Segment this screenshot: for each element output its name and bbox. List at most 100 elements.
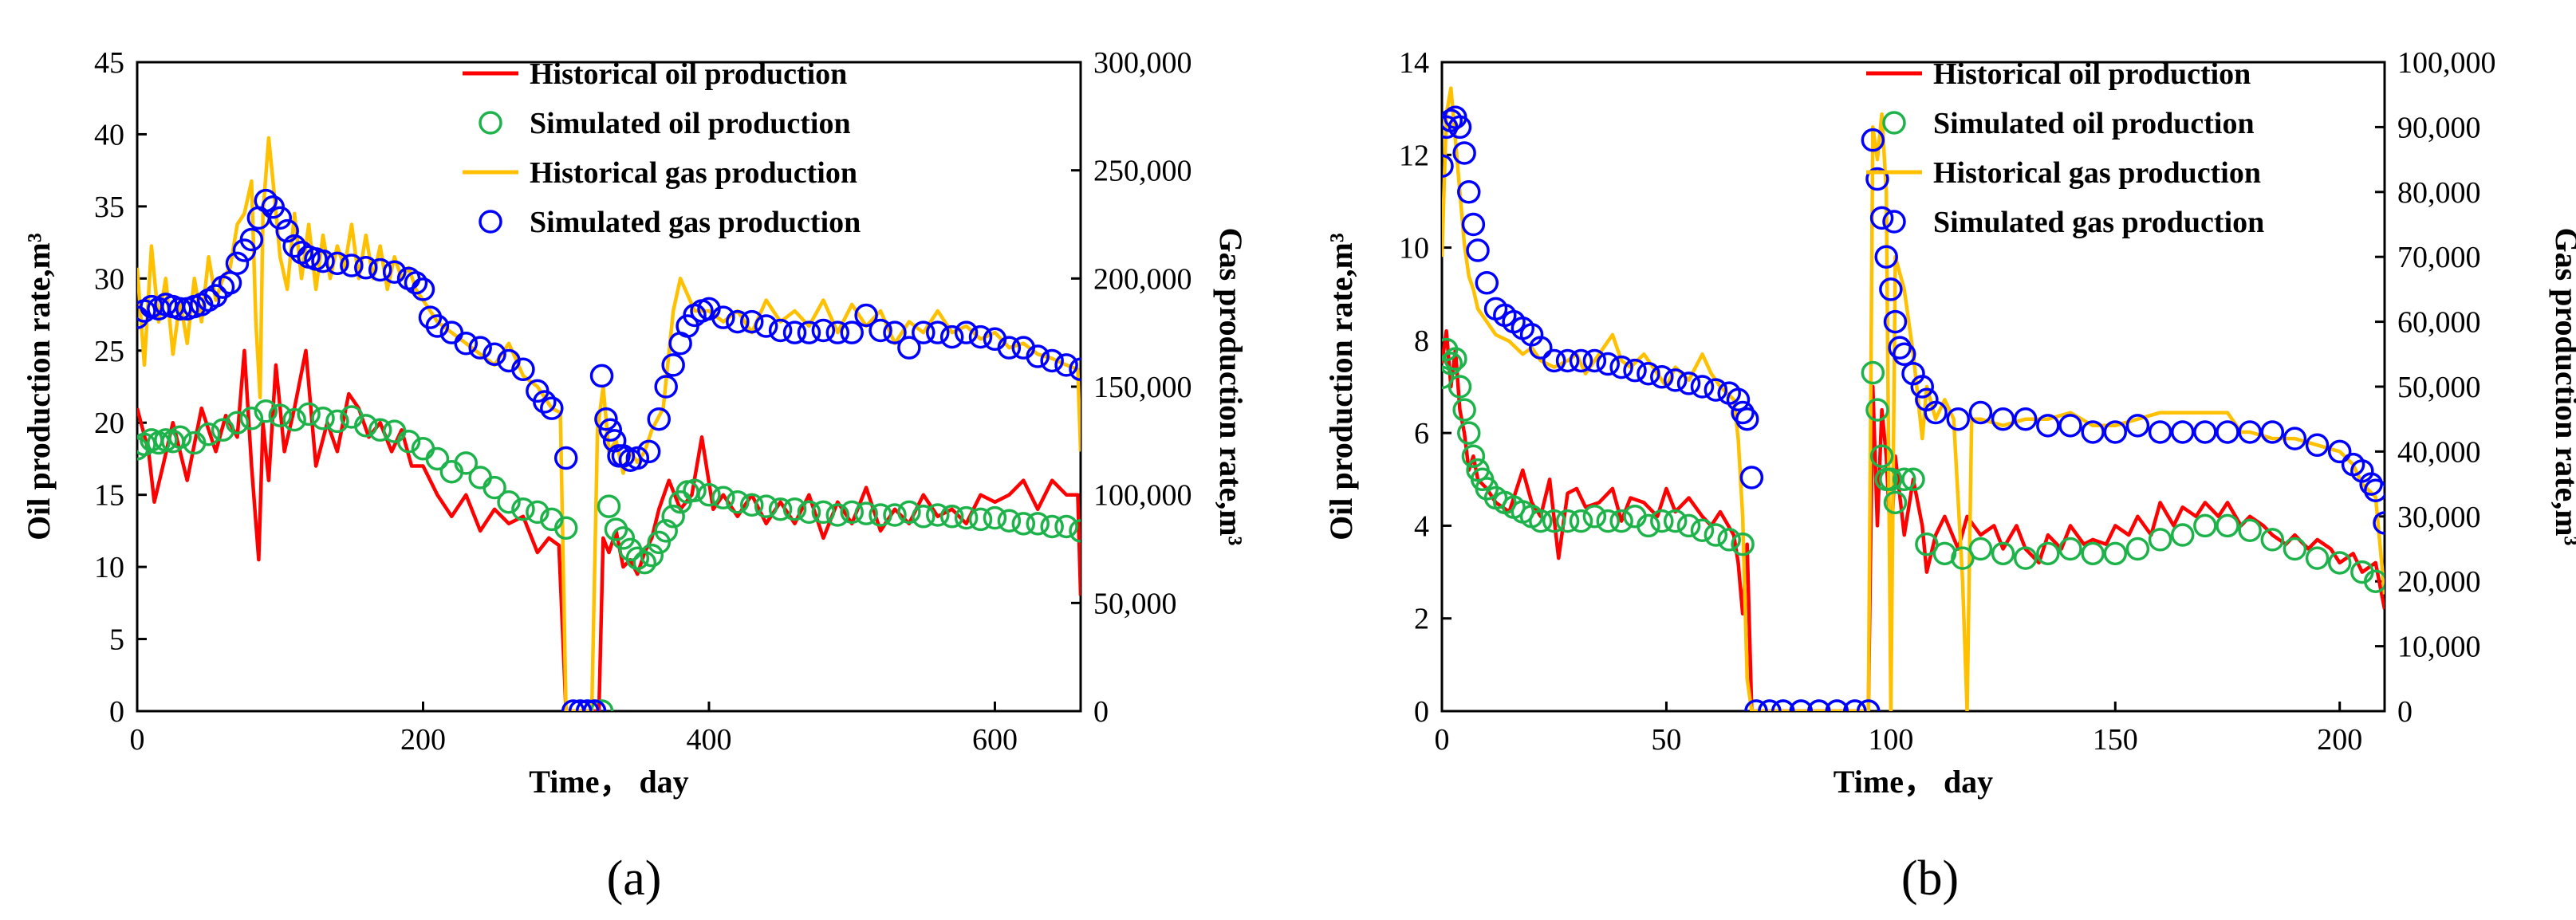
data-point	[1011, 512, 1036, 536]
data-point	[997, 509, 1022, 533]
data-point	[2081, 541, 2105, 566]
data-point	[1444, 347, 1467, 371]
data-point	[1892, 342, 1916, 367]
data-point	[647, 530, 671, 555]
data-point	[196, 422, 221, 446]
panel-label-a: (a)	[607, 851, 662, 906]
data-point	[2013, 546, 2038, 570]
data-point	[225, 251, 250, 276]
data-point	[968, 507, 993, 532]
data-point	[1731, 400, 1755, 425]
data-point	[1807, 699, 1831, 711]
data-point	[1026, 344, 1050, 368]
data-point	[282, 407, 306, 432]
data-point	[468, 336, 492, 360]
data-point	[661, 353, 685, 377]
data-point	[782, 320, 807, 344]
y2-tick-label: 0	[2397, 695, 2413, 729]
data-point	[683, 478, 707, 502]
data-point	[568, 699, 593, 711]
data-point	[2193, 513, 2217, 538]
y-tick-label: 25	[94, 335, 124, 368]
data-point	[168, 297, 192, 321]
data-point	[2013, 407, 2038, 431]
legend: Historical oil production Simulated oil p…	[463, 57, 861, 239]
data-point	[1825, 699, 1849, 711]
data-point	[2058, 414, 2082, 438]
data-point	[2359, 472, 2383, 496]
data-point	[611, 526, 636, 550]
y2-tick-label: 90,000	[2397, 111, 2481, 144]
data-point	[636, 439, 661, 464]
data-point	[589, 699, 614, 711]
data-point	[2238, 420, 2262, 444]
chart-panel-a: 0 5 10 15 20 25 30 35 40 45 0 50,000 100,000 150,000 2…	[21, 46, 1249, 800]
data-point	[2363, 478, 2385, 502]
data-point	[1869, 444, 1894, 468]
data-point	[1529, 336, 1553, 360]
data-point	[654, 519, 678, 543]
y2-tick-label: 100,000	[2397, 46, 2496, 80]
data-point	[454, 331, 479, 356]
data-point	[1609, 355, 1633, 379]
data-point	[1924, 400, 1948, 425]
data-point	[2148, 528, 2172, 552]
data-point	[912, 320, 935, 344]
series-circle-3	[1442, 105, 2385, 711]
data-point	[1704, 378, 1728, 402]
data-point	[1968, 400, 1993, 425]
data-point	[268, 206, 292, 230]
data-point	[425, 446, 450, 471]
data-point	[939, 505, 964, 529]
data-point	[768, 497, 793, 521]
y2-axis-title: Gas production rate,m³	[2549, 227, 2576, 545]
data-point	[768, 318, 793, 343]
data-point	[897, 336, 921, 360]
data-point	[1457, 421, 1481, 445]
data-point	[1475, 271, 1499, 295]
legend-label: Simulated gas production	[1933, 206, 2264, 239]
data-point	[1843, 699, 1867, 711]
y-tick-label: 15	[94, 479, 124, 513]
data-point	[268, 403, 292, 427]
data-point	[1951, 546, 1975, 570]
data-point	[897, 500, 921, 525]
data-point	[954, 505, 979, 530]
legend: Historical oil production Simulated oil p…	[1866, 57, 2264, 239]
data-point	[640, 543, 664, 568]
data-point	[811, 500, 836, 525]
y-tick-label: 0	[109, 695, 124, 729]
series-circle-1	[1442, 337, 2385, 711]
data-point	[840, 500, 864, 525]
data-point	[1452, 141, 1476, 165]
y2-tick-label: 150,000	[1093, 371, 1192, 404]
data-point	[811, 318, 836, 343]
data-point	[354, 256, 378, 280]
x-tick-label: 200	[400, 723, 446, 757]
data-point	[2036, 414, 2060, 438]
data-point	[926, 503, 950, 527]
y2-tick-label: 250,000	[1093, 155, 1192, 188]
data-point	[1865, 398, 1889, 422]
chart-panel-b: 0 2 4 6 8 10 12 14 0 10,000 20,000 30,000 40,000 50,0…	[1323, 46, 2576, 800]
data-point	[597, 494, 621, 518]
legend-swatch-circle	[1882, 111, 1906, 135]
data-point	[368, 418, 392, 442]
data-point	[1069, 357, 1081, 382]
data-point	[1596, 352, 1621, 376]
data-point	[997, 336, 1022, 360]
data-point	[1932, 541, 1957, 566]
data-point	[1442, 154, 1454, 178]
x-tick-label: 100	[1868, 723, 1913, 757]
data-point	[239, 227, 264, 252]
data-point	[275, 218, 299, 243]
data-point	[1717, 528, 1741, 552]
data-point	[968, 324, 993, 349]
data-point	[983, 505, 1007, 530]
series-line-2	[1442, 86, 2385, 711]
data-point	[1452, 398, 1476, 422]
data-point	[954, 320, 979, 344]
data-point	[1739, 466, 1764, 489]
x-axis-title: Time， day	[1834, 764, 1993, 800]
data-point	[254, 399, 278, 423]
